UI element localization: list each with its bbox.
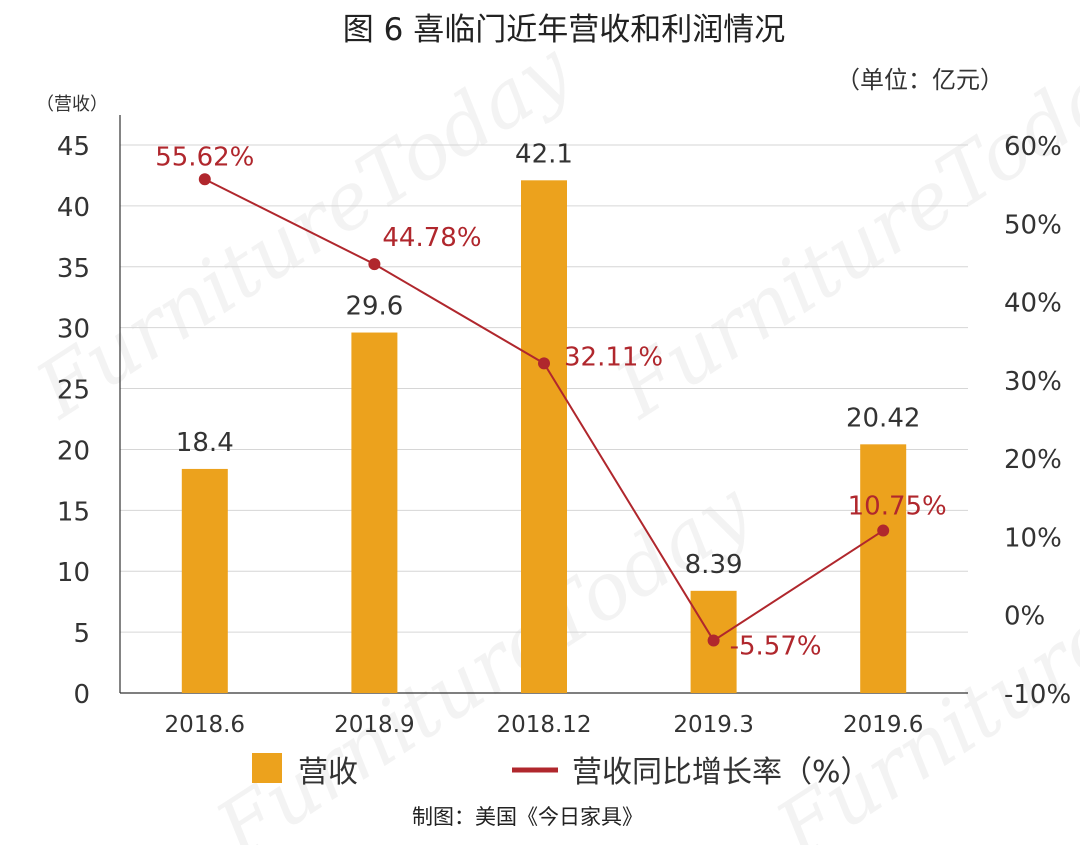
growth-point [538, 357, 550, 370]
right-tick-label: 60% [1004, 132, 1062, 162]
left-tick-label: 40 [57, 193, 90, 223]
growth-point [707, 634, 720, 647]
right-tick-label: -10% [1004, 680, 1071, 710]
x-tick-label: 2019.6 [843, 712, 923, 738]
x-axis-ticks: 2018.6 2018.9 2018.12 2019.3 2019.6 [165, 712, 924, 738]
right-tick-label: 10% [1004, 523, 1062, 553]
bar-value-labels: 18.4 29.6 42.1 8.39 20.42 [176, 139, 921, 580]
source-note: 制图：美国《今日家具》 [412, 805, 643, 829]
legend-swatch-revenue [252, 753, 282, 783]
right-tick-label: 50% [1004, 210, 1062, 240]
growth-value-label: 10.75% [848, 492, 947, 522]
bar [181, 468, 228, 693]
left-tick-label: 10 [57, 558, 90, 588]
left-tick-label: 25 [57, 376, 90, 406]
growth-value-label: -5.57% [730, 632, 822, 662]
growth-point [368, 258, 381, 271]
left-tick-label: 15 [57, 497, 90, 527]
x-tick-label: 2018.12 [496, 712, 591, 738]
right-tick-label: 40% [1004, 289, 1062, 319]
bar [860, 444, 907, 693]
legend-label-growth: 营收同比增长率（%） [572, 755, 871, 790]
growth-value-labels: 55.62% 44.78% 32.11% -5.57% 10.75% [155, 142, 947, 661]
bar-value-label: 42.1 [515, 139, 573, 169]
growth-point [198, 173, 211, 186]
left-tick-label: 45 [57, 132, 90, 162]
bar-value-label: 29.6 [345, 292, 403, 322]
growth-value-label: 44.78% [382, 223, 481, 253]
right-tick-label: 0% [1004, 602, 1045, 632]
growth-value-label: 32.11% [564, 342, 663, 372]
bar [521, 180, 567, 693]
left-tick-label: 0 [73, 680, 90, 710]
right-tick-label: 30% [1004, 367, 1062, 397]
unit-note: （单位：亿元） [836, 66, 1004, 94]
chart-title: 图 6 喜临门近年营收和利润情况 [343, 12, 785, 48]
growth-line-series [198, 173, 890, 647]
x-tick-label: 2018.6 [165, 712, 245, 738]
bar-series [181, 180, 907, 693]
legend-label-revenue: 营收 [298, 755, 358, 790]
growth-value-label: 55.62% [155, 142, 254, 172]
right-axis-ticks: -10% 0% 10% 20% 30% 40% 50% 60% [1004, 132, 1071, 710]
left-axis-label: （营收） [36, 94, 108, 115]
bar-value-label: 8.39 [685, 550, 743, 580]
left-axis-ticks: 0 5 10 15 20 25 30 35 40 45 [57, 132, 90, 710]
left-tick-label: 20 [57, 436, 90, 466]
left-tick-label: 35 [57, 254, 90, 284]
growth-point [877, 524, 890, 537]
bar [351, 332, 398, 693]
x-tick-label: 2018.9 [334, 712, 414, 738]
left-tick-label: 5 [73, 619, 90, 649]
watermark-text-1: FurnitureToday [20, 25, 587, 437]
left-tick-label: 30 [57, 315, 90, 345]
bar-value-label: 18.4 [176, 428, 234, 458]
right-tick-label: 20% [1004, 445, 1062, 475]
x-tick-label: 2019.3 [673, 712, 753, 738]
bar-value-label: 20.42 [846, 403, 920, 433]
legend: 营收 营收同比增长率（%） [252, 753, 871, 790]
